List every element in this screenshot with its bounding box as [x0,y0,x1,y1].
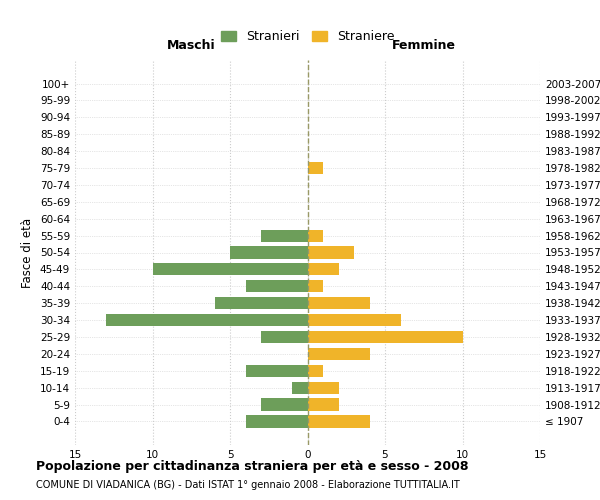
Bar [261,398,308,410]
Text: Femmine: Femmine [392,40,456,52]
Bar [261,331,308,343]
Y-axis label: Fasce di età: Fasce di età [22,218,34,288]
Bar [292,382,308,394]
Bar [308,416,370,428]
Bar [308,382,338,394]
Bar [106,314,308,326]
Text: Popolazione per cittadinanza straniera per età e sesso - 2008: Popolazione per cittadinanza straniera p… [36,460,469,473]
Bar [308,230,323,241]
Bar [230,246,308,258]
Text: COMUNE DI VIADANICA (BG) - Dati ISTAT 1° gennaio 2008 - Elaborazione TUTTITALIA.: COMUNE DI VIADANICA (BG) - Dati ISTAT 1°… [36,480,460,490]
Bar [245,416,308,428]
Text: Maschi: Maschi [167,40,215,52]
Bar [308,348,370,360]
Bar [245,364,308,377]
Bar [308,264,338,276]
Bar [308,398,338,410]
Bar [261,230,308,241]
Bar [152,264,308,276]
Legend: Stranieri, Straniere: Stranieri, Straniere [218,28,397,46]
Bar [215,297,308,310]
Bar [308,280,323,292]
Bar [245,280,308,292]
Bar [308,314,401,326]
Bar [308,364,323,377]
Bar [308,331,463,343]
Bar [308,297,370,310]
Bar [308,246,354,258]
Bar [308,162,323,174]
